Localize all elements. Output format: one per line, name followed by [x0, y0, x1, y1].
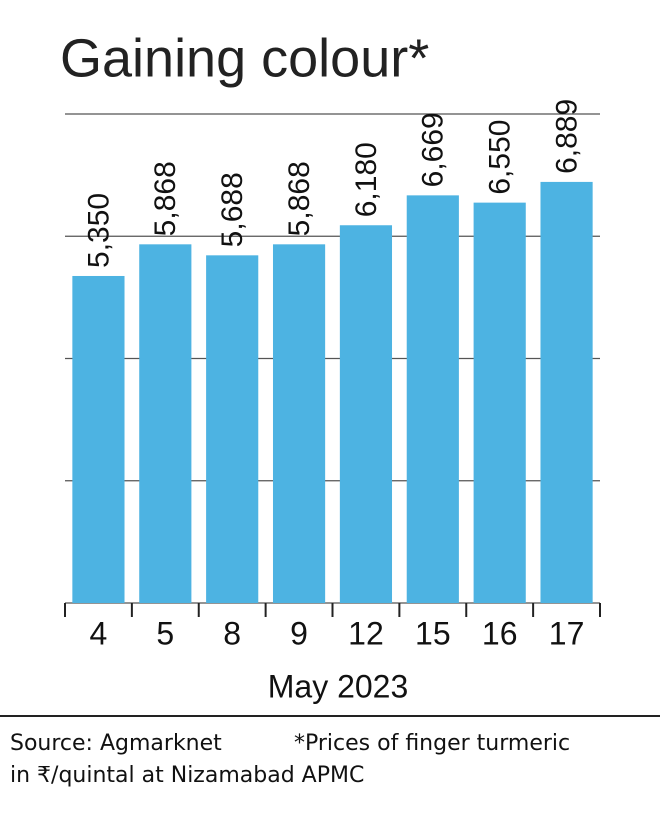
- x-tick-label: 16: [482, 615, 518, 651]
- value-label: 5,350: [82, 193, 115, 268]
- bar: [72, 275, 125, 603]
- bar: [339, 225, 393, 603]
- x-tick-label: 8: [223, 615, 241, 651]
- value-label: 6,889: [550, 99, 583, 174]
- x-tick-label: 4: [90, 615, 108, 651]
- value-label: 6,550: [484, 120, 517, 195]
- bar: [272, 244, 326, 604]
- value-label: 5,868: [149, 161, 182, 236]
- x-tick-label: 12: [348, 615, 384, 651]
- bar: [540, 181, 593, 603]
- x-tick-label: 17: [549, 615, 585, 651]
- value-label: 5,688: [216, 172, 249, 247]
- x-tick-label: 15: [415, 615, 451, 651]
- value-label: 6,180: [350, 142, 383, 217]
- chart-title: Gaining colour*: [60, 28, 429, 88]
- x-axis-label: May 2023: [268, 668, 409, 704]
- bar: [406, 195, 459, 604]
- source: Source: Agmarknet: [10, 731, 222, 756]
- value-label: 6,669: [417, 112, 450, 187]
- bar: [139, 244, 192, 604]
- bar: [206, 255, 259, 604]
- note: *Prices of finger turmeric: [294, 731, 570, 756]
- bar: [473, 202, 526, 603]
- x-tick-label: 9: [290, 615, 308, 651]
- note: in ₹/quintal at Nizamabad APMC: [10, 763, 364, 788]
- value-label: 5,868: [283, 161, 316, 236]
- x-tick-label: 5: [156, 615, 174, 651]
